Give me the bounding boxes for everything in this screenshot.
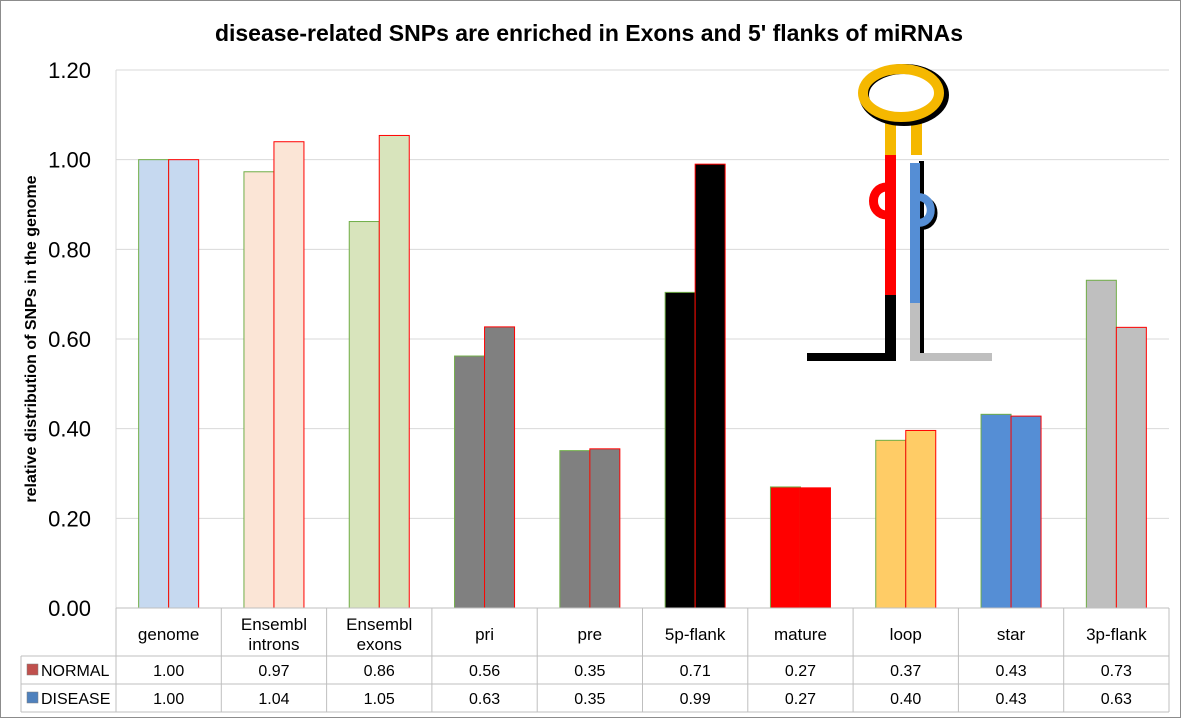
- data-label: 0.99: [680, 691, 711, 708]
- mirna-hairpin-illustration: [807, 64, 992, 361]
- legend-swatch-disease: [26, 691, 39, 704]
- y-tick-label: 0.40: [48, 417, 91, 442]
- x-tick-label: pri: [475, 625, 494, 644]
- x-tick-label: exons: [357, 635, 402, 654]
- bar-disease-genome: [168, 159, 200, 609]
- bar-disease-loop: [905, 429, 937, 609]
- data-label: 0.56: [469, 663, 500, 680]
- y-tick-label: 1.20: [48, 58, 91, 83]
- data-label: 0.71: [680, 663, 711, 680]
- legend-label-normal: NORMAL: [41, 663, 110, 680]
- chart-title: disease-related SNPs are enriched in Exo…: [215, 20, 963, 46]
- bar-disease-pri: [484, 326, 516, 609]
- y-tick-label: 0.00: [48, 596, 91, 621]
- x-tick-label: pre: [578, 625, 603, 644]
- bar-normal-mature: [769, 486, 801, 609]
- y-axis-ticks: 0.00 0.20 0.40 0.60 0.80 1.00 1.20: [48, 58, 91, 621]
- data-label: 0.37: [890, 663, 921, 680]
- x-tick-label: introns: [248, 635, 299, 654]
- data-label: 1.00: [153, 691, 184, 708]
- x-tick-label: star: [997, 625, 1026, 644]
- legend-swatch-normal: [26, 663, 39, 676]
- data-label: 0.27: [785, 691, 816, 708]
- data-label: 0.35: [574, 663, 605, 680]
- bar-disease-star: [1010, 415, 1042, 609]
- data-label: 0.40: [890, 691, 921, 708]
- bar-disease-ensembl-exons: [378, 134, 410, 609]
- y-tick-label: 0.80: [48, 237, 91, 262]
- data-label: 0.86: [364, 663, 395, 680]
- x-tick-label: Ensembl: [346, 615, 412, 634]
- data-label: 0.43: [995, 663, 1026, 680]
- data-label: 0.35: [574, 691, 605, 708]
- y-tick-label: 0.60: [48, 327, 91, 352]
- x-tick-label: 5p-flank: [665, 625, 726, 644]
- bar-normal-3p-flank: [1085, 279, 1117, 609]
- bar-normal-ensembl-introns: [243, 171, 275, 609]
- data-label: 0.27: [785, 663, 816, 680]
- bar-disease-ensembl-introns: [273, 141, 305, 609]
- data-label: 0.97: [258, 663, 289, 680]
- data-label: 0.43: [995, 691, 1026, 708]
- bar-normal-loop: [875, 439, 907, 609]
- legend-label-disease: DISEASE: [41, 691, 110, 708]
- data-label: 1.00: [153, 663, 184, 680]
- bar-normal-5p-flank: [664, 291, 696, 609]
- bar-normal-ensembl-exons: [348, 221, 380, 609]
- bar-normal-star: [980, 413, 1012, 609]
- data-label: 1.04: [258, 691, 289, 708]
- x-tick-label: loop: [890, 625, 922, 644]
- y-tick-label: 0.20: [48, 506, 91, 531]
- bars-group: [116, 134, 1169, 609]
- x-tick-label: mature: [774, 625, 827, 644]
- data-label: 1.05: [364, 691, 395, 708]
- bar-normal-pre: [559, 450, 591, 609]
- bar-disease-pre: [589, 448, 621, 609]
- bar-disease-3p-flank: [1115, 326, 1147, 609]
- x-tick-label: Ensembl: [241, 615, 307, 634]
- bar-disease-5p-flank: [694, 163, 726, 609]
- bar-normal-genome: [138, 159, 170, 609]
- data-label: 0.63: [469, 691, 500, 708]
- y-axis-label: relative distribution of SNPs in the gen…: [23, 175, 40, 502]
- x-tick-label: 3p-flank: [1086, 625, 1147, 644]
- bar-disease-mature: [799, 487, 831, 609]
- x-tick-label: genome: [138, 625, 199, 644]
- y-tick-label: 1.00: [48, 148, 91, 173]
- data-label: 0.63: [1101, 691, 1132, 708]
- data-label: 0.73: [1101, 663, 1132, 680]
- bar-normal-pri: [454, 355, 486, 609]
